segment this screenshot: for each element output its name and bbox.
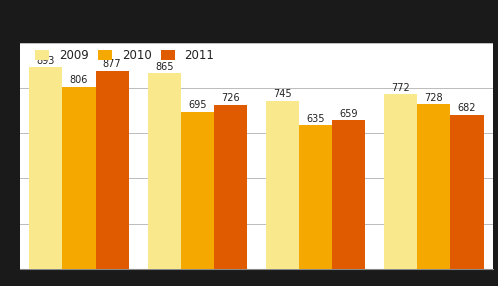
Text: 728: 728 [425,93,443,103]
Bar [214,105,247,269]
Bar [147,74,181,269]
Text: 726: 726 [221,94,240,104]
Text: 772: 772 [391,83,410,93]
Text: 893: 893 [37,56,55,66]
Text: 877: 877 [103,59,122,69]
Text: 635: 635 [306,114,325,124]
Text: 865: 865 [155,62,173,72]
Bar [384,94,417,269]
Bar [181,112,214,269]
Bar [299,125,332,269]
Text: 682: 682 [458,104,476,113]
Bar [29,67,63,269]
Text: 745: 745 [273,89,292,99]
Bar [63,87,96,269]
Text: 695: 695 [188,100,207,110]
Bar [450,115,484,269]
Text: 806: 806 [70,76,88,86]
Bar [417,104,450,269]
Bar [266,100,299,269]
Bar [332,120,365,269]
Text: 659: 659 [340,109,358,119]
Bar [96,71,128,269]
Legend: 2009, 2010, 2011: 2009, 2010, 2011 [30,44,219,67]
